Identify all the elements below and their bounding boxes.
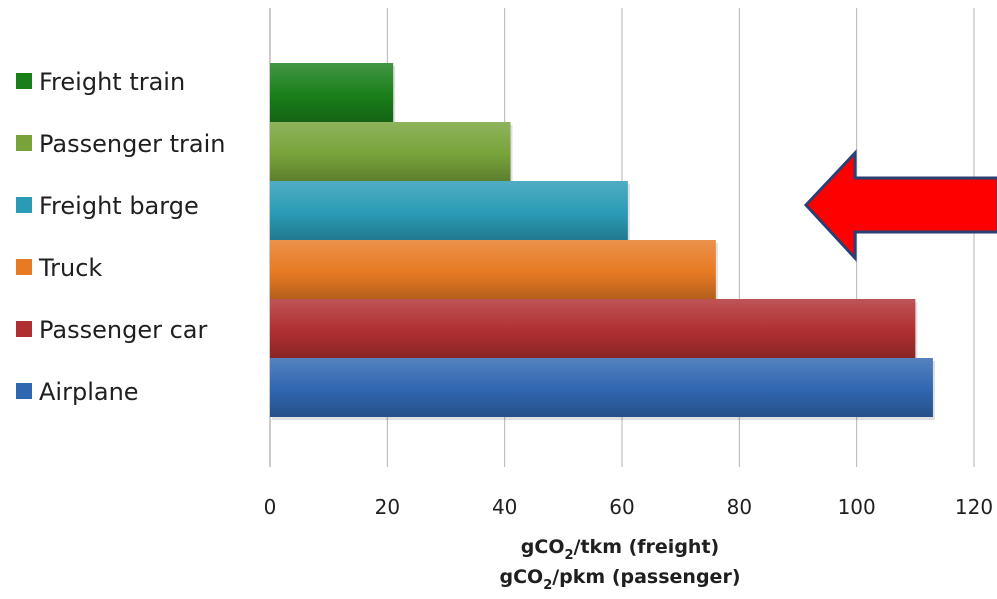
x-tick-label: 0 <box>264 495 277 519</box>
bar-passenger-train <box>270 122 511 181</box>
legend-label: Passenger train <box>39 130 225 158</box>
x-tick-label: 120 <box>955 495 993 519</box>
bar-freight-barge <box>270 181 628 240</box>
legend-label: Freight train <box>39 68 185 96</box>
legend-swatch <box>16 73 32 89</box>
legend-swatch <box>16 321 32 337</box>
legend-label: Airplane <box>39 378 139 406</box>
legend: Freight train Passenger train Freight barg… <box>16 68 225 406</box>
x-axis-label-line: gCO2/tkm (freight) <box>521 536 719 563</box>
x-tick-label: 20 <box>375 495 400 519</box>
bar-truck <box>270 240 716 299</box>
bar-passenger-car <box>270 299 916 358</box>
legend-label: Truck <box>38 254 102 282</box>
bars <box>270 63 935 420</box>
x-tick-labels: 0 20 40 60 80 100 120 <box>264 495 993 519</box>
legend-label: Freight barge <box>39 192 199 220</box>
bar-airplane <box>270 358 933 417</box>
x-tick-label: 60 <box>609 495 634 519</box>
annotation-arrow <box>803 149 997 262</box>
legend-swatch <box>16 135 32 151</box>
x-tick-label: 100 <box>838 495 876 519</box>
x-tick-label: 40 <box>492 495 517 519</box>
x-tick-label: 80 <box>727 495 752 519</box>
legend-swatch <box>16 259 32 275</box>
x-axis-label-line: gCO2/pkm (passenger) <box>499 566 740 593</box>
bar-freight-train <box>270 63 394 122</box>
x-axis-label: gCO2/tkm (freight) gCO2/pkm (passenger) <box>499 536 740 593</box>
legend-swatch <box>16 383 32 399</box>
red-arrow-icon <box>803 149 997 262</box>
legend-label: Passenger car <box>39 316 207 344</box>
legend-swatch <box>16 197 32 213</box>
